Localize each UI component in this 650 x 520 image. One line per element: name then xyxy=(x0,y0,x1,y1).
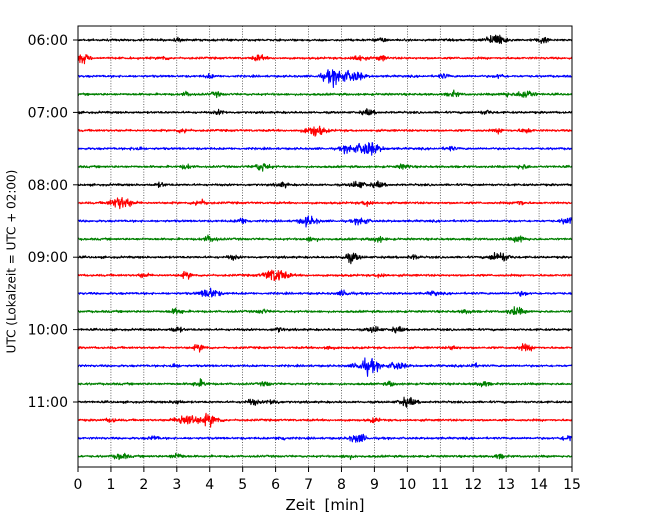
y-axis-ticks: 06:00 07:00 08:00 09:00 10:00 11:00 xyxy=(28,33,78,411)
x-tick-label: 10 xyxy=(398,477,416,493)
trace-1100 xyxy=(77,396,573,408)
trace-0700 xyxy=(77,108,573,116)
trace-0900 xyxy=(77,252,573,265)
trace-1130 xyxy=(77,433,573,443)
trace-1030 xyxy=(77,357,573,377)
trace-1000 xyxy=(77,325,573,334)
trace-1115 xyxy=(77,412,573,428)
trace-0745 xyxy=(77,163,573,172)
trace-0945 xyxy=(77,306,573,315)
x-tick-label: 4 xyxy=(205,477,214,493)
y-tick-label: 09:00 xyxy=(28,250,68,266)
plot-frame xyxy=(77,25,573,468)
trace-0915 xyxy=(77,269,573,282)
trace-0715 xyxy=(77,125,573,137)
y-tick-label: 08:00 xyxy=(28,178,68,194)
x-tick-label: 0 xyxy=(74,477,83,493)
x-tick-label: 5 xyxy=(238,477,247,493)
trace-0730 xyxy=(77,142,573,156)
x-tick-label: 7 xyxy=(304,477,313,493)
x-tick-label: 6 xyxy=(271,477,280,493)
grid-lines xyxy=(110,26,540,467)
trace-0815 xyxy=(77,197,573,210)
x-tick-label: 1 xyxy=(106,477,115,493)
trace-1045 xyxy=(77,378,573,388)
trace-0830 xyxy=(77,215,573,228)
trace-0845 xyxy=(77,234,573,243)
trace-0800 xyxy=(77,180,573,189)
x-tick-label: 3 xyxy=(172,477,181,493)
x-tick-label: 11 xyxy=(431,477,449,493)
trace-0630 xyxy=(77,69,573,89)
x-tick-label: 13 xyxy=(497,477,515,493)
trace-0645 xyxy=(77,89,573,99)
x-tick-label: 12 xyxy=(464,477,482,493)
x-tick-label: 2 xyxy=(139,477,148,493)
y-tick-label: 07:00 xyxy=(28,105,68,121)
x-tick-label: 15 xyxy=(563,477,581,493)
trace-1145 xyxy=(77,452,573,461)
trace-1015 xyxy=(77,343,573,353)
y-tick-label: 11:00 xyxy=(28,395,68,411)
x-tick-label: 8 xyxy=(337,477,346,493)
y-tick-label: 06:00 xyxy=(28,33,68,49)
x-axis-ticks: 0 1 2 3 4 5 6 7 8 9 10 11 12 13 14 15 xyxy=(74,467,581,493)
trace-0930 xyxy=(77,287,573,298)
x-axis-label: Zeit [min] xyxy=(285,496,364,514)
seismogram-traces xyxy=(77,34,573,461)
y-tick-label: 10:00 xyxy=(28,323,68,339)
trace-0615 xyxy=(77,53,573,65)
x-tick-label: 9 xyxy=(370,477,379,493)
trace-0600 xyxy=(77,34,573,45)
x-tick-label: 14 xyxy=(530,477,548,493)
y-axis-label: UTC (Lokalzeit = UTC + 02:00) xyxy=(5,170,19,354)
